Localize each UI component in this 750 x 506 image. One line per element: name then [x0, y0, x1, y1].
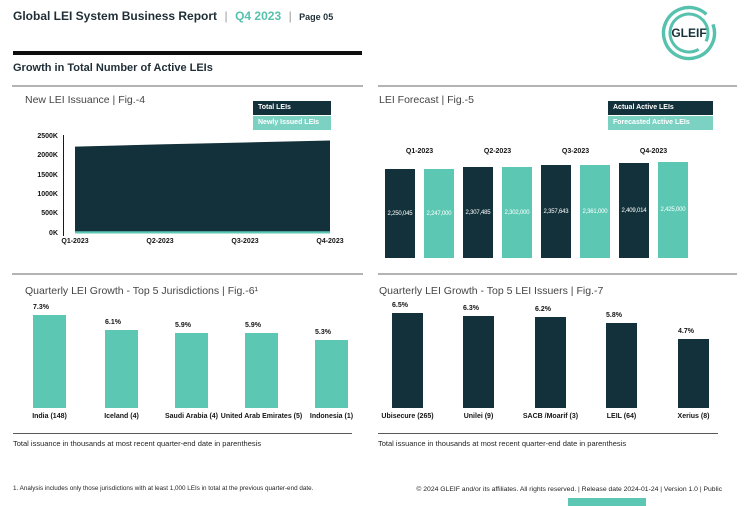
fig6-category-label: India (148) — [32, 413, 67, 420]
fig7-category-label: LEIL (64) — [606, 413, 637, 420]
panel-divider — [378, 85, 737, 87]
fig5-bar-forecast: 2,361,000 — [580, 165, 610, 258]
fig7-value-label: 6.2% — [535, 306, 551, 313]
fig4-title: New LEI Issuance | Fig.-4 — [25, 94, 146, 106]
fig7-bar — [606, 323, 637, 408]
report-period: Q4 2023 — [235, 9, 282, 23]
fig6-bar — [315, 340, 348, 408]
fig4-y-tick: 1000K — [37, 190, 58, 198]
fig4-legend: Total LEIs Newly Issued LEIs — [253, 101, 331, 130]
fig5-category-label: Q3-2023 — [561, 148, 590, 155]
fig6-bar — [33, 315, 66, 408]
fig7-value-label: 4.7% — [678, 328, 694, 335]
fig6-note-rule — [13, 433, 352, 434]
legend-item-newly-issued-leis: Newly Issued LEIs — [253, 116, 331, 130]
fig7-note: Total issuance in thousands at most rece… — [378, 439, 627, 448]
fig6-bar — [245, 333, 278, 408]
fig7-note-rule — [378, 433, 718, 434]
fig5-bar-value-label: 2,357,643 — [543, 208, 569, 215]
fig7-category-label: SACB /Moarif (3) — [522, 413, 579, 420]
fig7-category-label: Unilei (9) — [463, 413, 494, 420]
fig4-y-tick: 2500K — [37, 133, 58, 140]
fig6-value-label: 7.3% — [33, 304, 49, 311]
fig6-category-label: Indonesia (1) — [309, 413, 354, 420]
fig5-bar-actual: 2,307,485 — [463, 167, 493, 258]
fig4-area-newly-issued-leis — [75, 231, 330, 234]
fig4-area-chart — [75, 140, 330, 234]
fig5-bar-value-label: 2,361,000 — [582, 208, 608, 215]
fig6-value-label: 6.1% — [105, 319, 121, 326]
fig7-bar — [678, 339, 709, 408]
fig6-value-label: 5.9% — [245, 322, 261, 329]
panel-divider — [12, 85, 363, 87]
header-separator: | — [224, 9, 228, 23]
logo-inner-ring — [668, 12, 710, 54]
fig5-bar-value-label: 2,409,014 — [621, 207, 647, 214]
fig5-category-label: Q4-2023 — [639, 148, 668, 155]
legend-item-actual-active-leis: Actual Active LEIs — [608, 101, 713, 115]
fig5-bar-forecast: 2,247,000 — [424, 169, 454, 258]
report-title: Global LEI System Business Report — [13, 9, 218, 23]
fig7-value-label: 6.5% — [392, 302, 408, 309]
fig6-value-label: 5.3% — [315, 329, 331, 336]
fig5-bar-value-label: 2,247,000 — [426, 210, 452, 217]
report-header: Global LEI System Business Report | Q4 2… — [13, 7, 333, 25]
fig6-bar — [105, 330, 138, 408]
fig4-y-axis-line — [63, 135, 64, 236]
logo-text: GLEIF — [671, 26, 706, 40]
fig6-category-label: Iceland (4) — [104, 413, 139, 420]
fig7-bar — [463, 316, 494, 408]
fig5-bar-value-label: 2,307,485 — [465, 209, 491, 216]
fig5-bar-value-label: 2,302,000 — [504, 209, 530, 216]
fig5-bar-forecast: 2,302,000 — [502, 167, 532, 258]
fig4-y-tick: 1500K — [37, 171, 58, 179]
fig7-title: Quarterly LEI Growth - Top 5 LEI Issuers… — [379, 285, 604, 297]
fig5-legend: Actual Active LEIs Forecasted Active LEI… — [608, 101, 713, 130]
fig5-bar-actual: 2,250,045 — [385, 169, 415, 258]
fig6-category-label: United Arab Emirates (5) — [220, 413, 303, 420]
page-number: Page 05 — [299, 12, 334, 22]
footnote: 1. Analysis includes only those jurisdic… — [13, 485, 314, 492]
fig7-value-label: 5.8% — [606, 312, 622, 319]
fig4-y-tick: 2000K — [37, 152, 58, 160]
fig7-bar — [392, 313, 423, 408]
panel-divider — [378, 273, 737, 275]
gleif-logo: GLEIF — [661, 5, 717, 61]
fig4-area-total-leis — [75, 140, 330, 234]
fig6-bar — [175, 333, 208, 408]
legend-item-forecasted-active-leis: Forecasted Active LEIs — [608, 116, 713, 130]
fig5-title: LEI Forecast | Fig.-5 — [379, 94, 474, 106]
fig7-bar — [535, 317, 566, 408]
fig6-value-label: 5.9% — [175, 322, 191, 329]
fig5-bar-actual: 2,357,643 — [541, 165, 571, 258]
fig4-y-tick: 500K — [41, 210, 58, 218]
fig7-category-label: Ubisecure (265) — [381, 413, 434, 420]
copyright: © 2024 GLEIF and/or its affiliates. All … — [416, 486, 722, 493]
fig4-x-tick: Q4-2023 — [316, 238, 344, 245]
fig5-bar-value-label: 2,250,045 — [387, 210, 413, 217]
footer-accent-bar — [568, 498, 646, 506]
fig4-x-tick: Q3-2023 — [231, 238, 259, 245]
section-heading: Growth in Total Number of Active LEIs — [13, 62, 213, 74]
legend-item-total-leis: Total LEIs — [253, 101, 331, 115]
fig6-category-label: Saudi Arabia (4) — [164, 413, 219, 420]
fig7-category-label: Xerius (8) — [677, 413, 710, 420]
fig5-category-label: Q2-2023 — [483, 148, 512, 155]
fig7-value-label: 6.3% — [463, 305, 479, 312]
fig5-bar-actual: 2,409,014 — [619, 163, 649, 258]
title-rule — [13, 51, 362, 55]
header-separator: | — [288, 9, 292, 23]
panel-divider — [12, 273, 363, 275]
fig5-category-label: Q1-2023 — [405, 148, 434, 155]
fig5-bar-value-label: 2,425,000 — [660, 207, 686, 213]
fig5-bar-forecast: 2,425,000 — [658, 162, 688, 258]
fig4-x-tick: Q2-2023 — [146, 238, 174, 245]
fig6-title: Quarterly LEI Growth - Top 5 Jurisdictio… — [25, 285, 259, 297]
fig6-note: Total issuance in thousands at most rece… — [13, 439, 262, 448]
fig4-y-tick: 0K — [49, 229, 58, 237]
fig4-x-tick: Q1-2023 — [61, 238, 89, 245]
